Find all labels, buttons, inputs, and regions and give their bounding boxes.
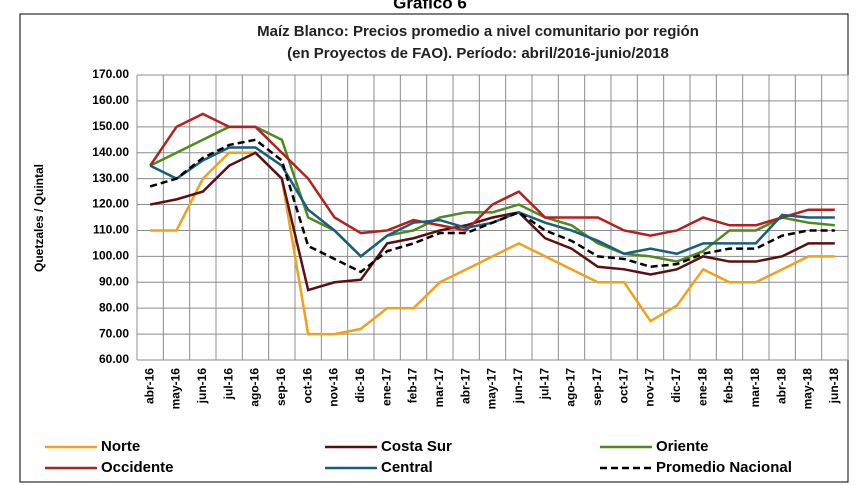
x-tick-label: may-17 <box>485 368 499 410</box>
chart-subtitle: (en Proyectos de FAO). Período: abril/20… <box>287 45 669 62</box>
y-tick-label: 140.00 <box>92 145 129 159</box>
x-tick-label: jun-17 <box>511 368 525 405</box>
legend-label: Promedio Nacional <box>656 459 792 476</box>
chart-title: Maíz Blanco: Precios promedio a nivel co… <box>257 23 699 40</box>
legend-label: Occidente <box>101 459 174 476</box>
x-tick-label: jun-18 <box>827 368 841 405</box>
x-tick-label: feb-17 <box>406 368 420 404</box>
legend-label: Norte <box>101 438 140 455</box>
y-axis-title: Quetzales / Quintal <box>32 164 46 272</box>
x-tick-label: abr-17 <box>458 368 472 404</box>
x-tick-label: oct-16 <box>300 368 314 404</box>
x-tick-label: oct-17 <box>616 368 630 404</box>
series-line <box>149 151 835 292</box>
series-line <box>149 138 835 274</box>
x-tick-label: sep-17 <box>590 368 604 406</box>
x-tick-label: may-18 <box>801 368 815 410</box>
series-line <box>149 112 835 237</box>
legend-label: Costa Sur <box>381 438 452 455</box>
x-tick-label: abr-18 <box>774 368 788 404</box>
y-tick-label: 160.00 <box>92 93 129 107</box>
series-line <box>149 125 835 263</box>
y-tick-label: 110.00 <box>93 223 129 237</box>
y-tick-label: 80.00 <box>99 300 129 314</box>
x-tick-label: ene-17 <box>379 368 393 406</box>
x-tick-label: jul-17 <box>537 368 551 401</box>
x-tick-label: nov-16 <box>327 368 341 407</box>
legend-label: Central <box>381 459 433 476</box>
legend-label: Oriente <box>656 438 709 455</box>
heading: Gráfico 6 <box>393 0 467 12</box>
y-tick-label: 170.00 <box>92 67 129 81</box>
y-tick-label: 70.00 <box>99 326 129 340</box>
x-tick-label: mar-17 <box>432 368 446 408</box>
y-tick-label: 150.00 <box>92 119 129 133</box>
y-tick-label: 100.00 <box>92 249 129 263</box>
x-tick-label: mar-18 <box>748 368 762 408</box>
x-tick-label: abr-16 <box>142 368 156 404</box>
x-tick-label: sep-16 <box>274 368 288 406</box>
x-tick-label: dic-16 <box>353 368 367 403</box>
x-tick-label: dic-17 <box>669 368 683 403</box>
y-tick-label: 120.00 <box>92 197 129 211</box>
y-tick-label: 130.00 <box>92 171 129 185</box>
y-tick-label: 60.00 <box>99 352 129 366</box>
y-tick-label: 90.00 <box>99 274 129 288</box>
x-tick-label: jul-16 <box>221 368 235 401</box>
x-tick-label: jun-16 <box>195 368 209 405</box>
x-tick-label: feb-18 <box>722 368 736 404</box>
x-tick-label: nov-17 <box>643 368 657 407</box>
x-tick-label: may-16 <box>169 368 183 410</box>
x-tick-label: ago-17 <box>564 368 578 407</box>
x-tick-label: ago-16 <box>248 368 262 407</box>
x-tick-label: ene-18 <box>695 368 709 406</box>
